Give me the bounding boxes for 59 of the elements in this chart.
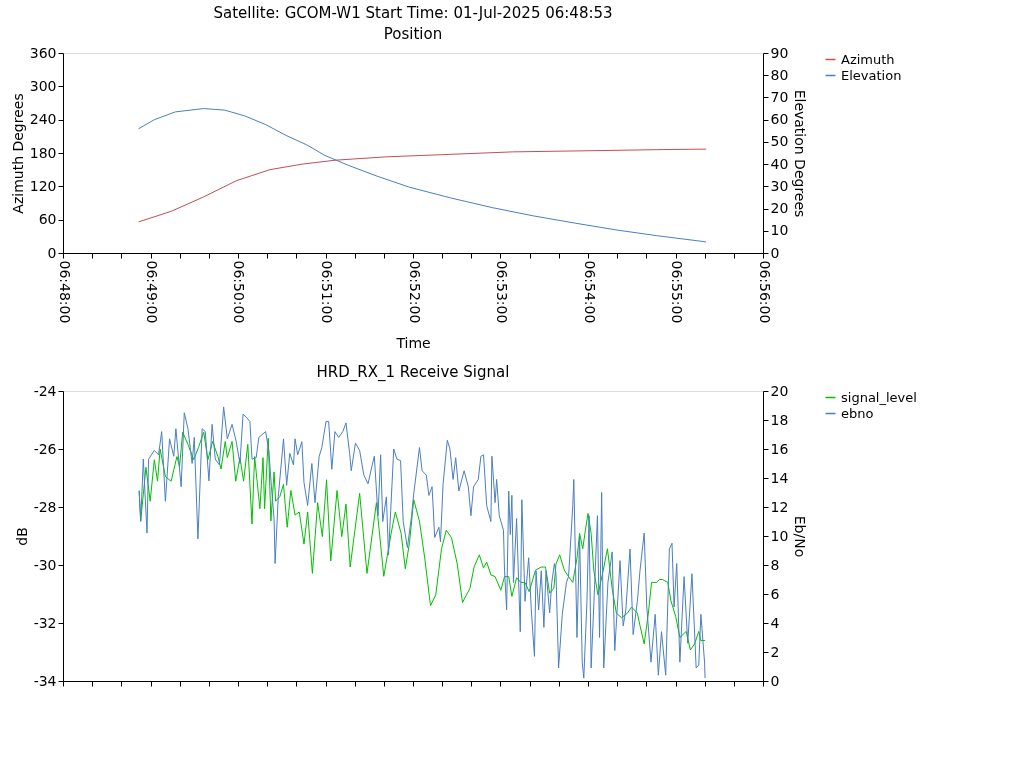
- x-tick-label: 06:51:00: [319, 260, 335, 324]
- x-axis-title: Time: [395, 335, 431, 352]
- chart-title: Satellite: GCOM-W1 Start Time: 01-Jul-2025 06:48:53: [213, 4, 613, 22]
- y-tick-label: -34: [33, 672, 57, 689]
- x-tick-label: 06:56:00: [756, 260, 773, 324]
- x-tick-label: 06:55:00: [669, 260, 685, 324]
- y-tick-label: 180: [29, 144, 57, 161]
- x-tick-label: 06:54:00: [581, 260, 598, 324]
- y2-tick-label: 20: [770, 382, 789, 399]
- y2-tick-label: 40: [770, 155, 789, 172]
- x-tick-label: 06:53:00: [494, 260, 510, 324]
- y-tick-label: 360: [29, 44, 57, 61]
- y-tick-label: 60: [38, 211, 57, 228]
- y-tick-label: 300: [29, 77, 57, 94]
- x-tick-label: 06:52:00: [406, 260, 423, 324]
- line-series: [138, 431, 706, 651]
- legend-label: ebno: [841, 405, 874, 421]
- y2-tick-label: 16: [770, 440, 789, 457]
- y2-tick-label: 80: [770, 66, 789, 83]
- y2-tick-label: 90: [770, 44, 789, 61]
- legend-label: signal_level: [841, 389, 917, 405]
- x-tick-label: 06:48:00: [56, 260, 73, 324]
- y-tick-label: 240: [29, 111, 57, 128]
- y2-tick-label: 10: [770, 222, 789, 239]
- y-tick-label: 0: [47, 244, 57, 261]
- y2-tick-label: 50: [770, 133, 789, 150]
- x-tick-label: 06:50:00: [231, 260, 248, 324]
- y2-tick-label: 0: [770, 672, 780, 689]
- y-tick-label: -30: [33, 556, 57, 573]
- legend-label: Azimuth: [841, 51, 895, 67]
- y-tick-label: 120: [29, 177, 57, 194]
- y2-tick-label: 8: [770, 556, 780, 573]
- y2-axis-title: Elevation Degrees: [792, 89, 809, 218]
- y-tick-label: -24: [33, 382, 57, 399]
- line-series: [138, 406, 706, 679]
- line-series: [138, 148, 707, 223]
- y2-tick-label: 14: [770, 469, 789, 486]
- y2-tick-label: 0: [770, 244, 780, 261]
- y2-tick-label: 6: [770, 585, 780, 602]
- y2-tick-label: 12: [770, 498, 789, 515]
- y2-tick-label: 70: [770, 88, 789, 105]
- y2-axis-title: Eb/No: [792, 515, 809, 558]
- y-tick-label: -26: [33, 440, 57, 457]
- y2-tick-label: 4: [770, 614, 780, 631]
- y-tick-label: -32: [33, 614, 57, 631]
- x-tick-label: 06:49:00: [144, 260, 160, 324]
- y2-tick-label: 30: [770, 177, 789, 194]
- chart-title: HRD_RX_1 Receive Signal: [316, 363, 510, 382]
- legend-label: Elevation: [841, 67, 902, 83]
- y2-tick-label: 10: [770, 527, 789, 544]
- y-axis-title: Azimuth Degrees: [9, 93, 26, 214]
- y-axis-title: dB: [13, 527, 30, 546]
- y-tick-label: -28: [33, 498, 57, 515]
- y2-tick-label: 2: [770, 643, 780, 660]
- y2-tick-label: 18: [770, 411, 789, 428]
- y2-tick-label: 20: [770, 200, 789, 217]
- chart-subtitle: Position: [383, 25, 443, 43]
- line-series: [138, 108, 707, 243]
- y2-tick-label: 60: [770, 111, 789, 128]
